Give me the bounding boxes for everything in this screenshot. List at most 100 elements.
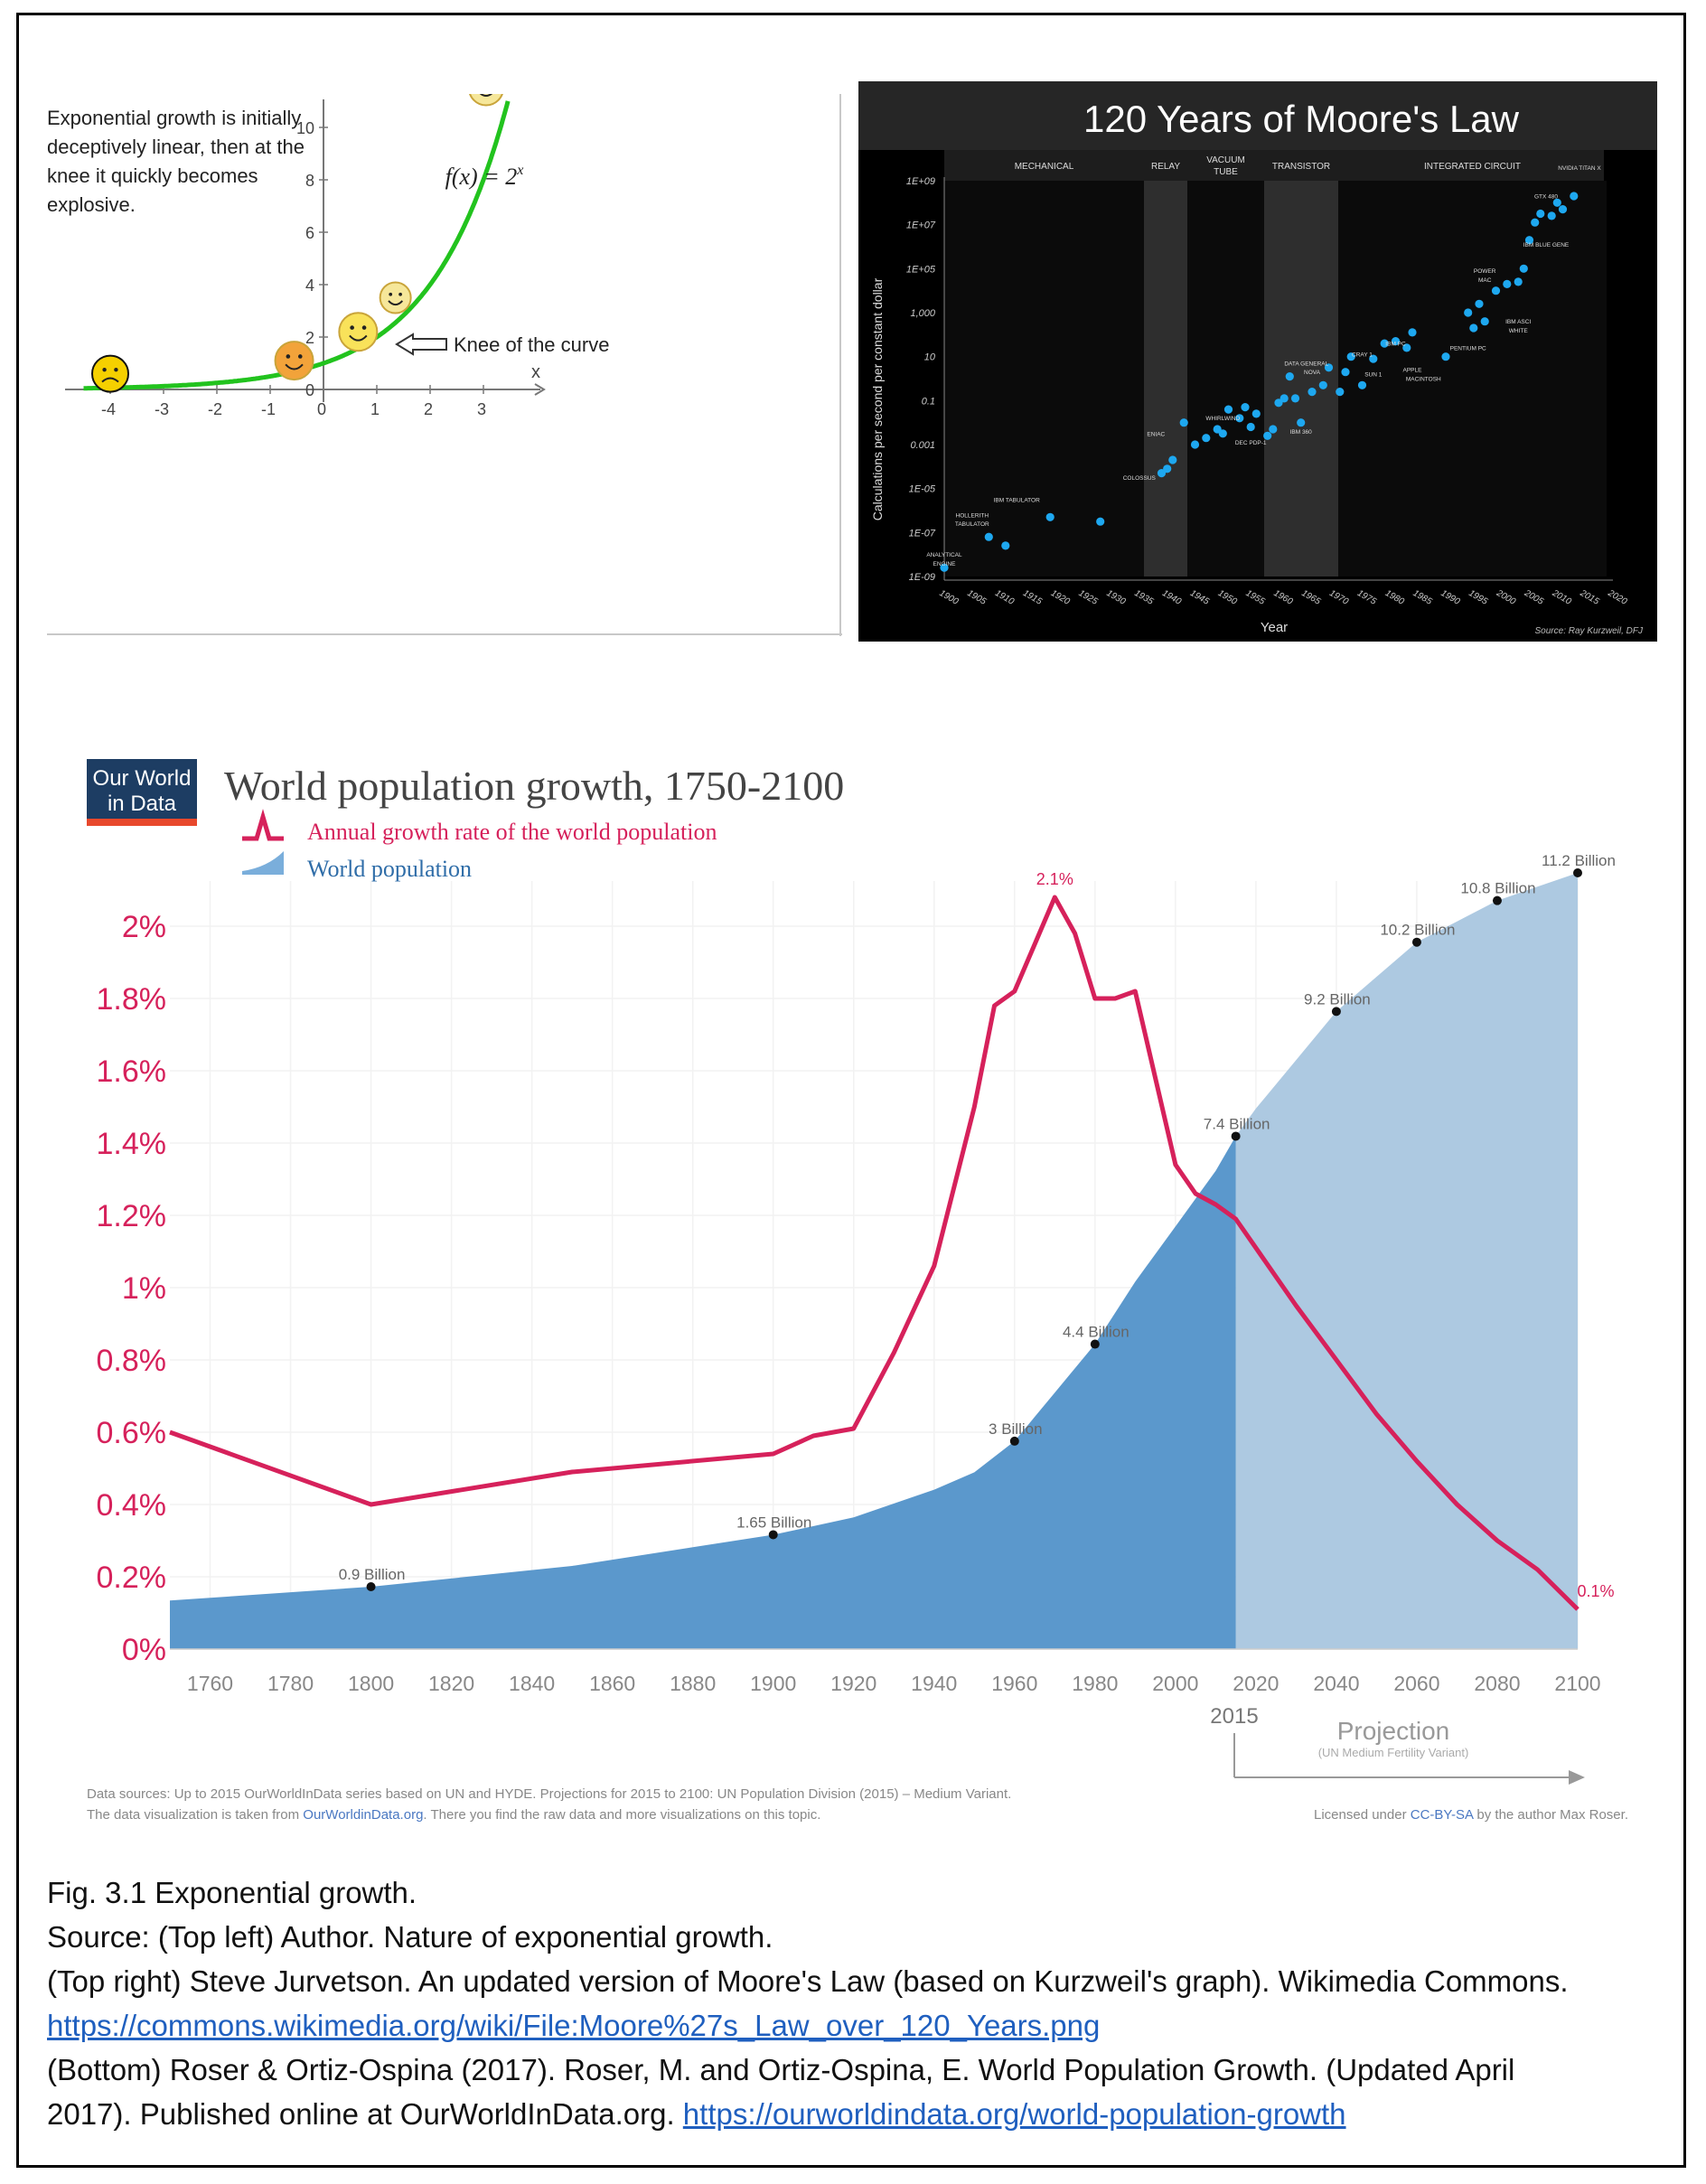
caption-published-line: 2017). Published online at OurWorldInDat… <box>47 2097 1346 2131</box>
legend-population-label: World population <box>307 856 472 882</box>
population-label: 10.8 Billion <box>1460 880 1535 897</box>
pop-y-tick-label: 1.8% <box>97 982 167 1017</box>
moore-data-point <box>1346 352 1355 361</box>
pop-x-tick-label: 1900 <box>750 1672 796 1695</box>
population-label: 7.4 Billion <box>1204 1115 1270 1132</box>
population-point <box>1573 868 1582 877</box>
moore-data-point <box>1558 205 1568 214</box>
emoji-face-icon <box>91 354 129 393</box>
moore-point-label: TABULATOR <box>955 521 989 528</box>
exp-description-line: deceptively linear, then at the <box>47 136 305 158</box>
moore-data-point <box>1519 264 1528 273</box>
pop-x-tick-label: 1920 <box>830 1672 876 1695</box>
population-point <box>366 1581 376 1591</box>
moore-point-label: IBM 360 <box>1290 429 1313 436</box>
knee-label: Knee of the curve <box>454 333 609 356</box>
moore-point-label: HOLLERITH <box>956 512 989 519</box>
moore-data-point <box>1357 380 1367 389</box>
sources-link[interactable]: OurWorldinData.org <box>303 1807 423 1823</box>
moore-y-tick-label: 10 <box>924 352 936 363</box>
moore-data-point <box>1547 211 1556 220</box>
moore-point-label: POWER <box>1474 268 1496 275</box>
population-area <box>170 873 1578 1649</box>
caption-link-owid[interactable]: https://ourworldindata.org/world-populat… <box>682 2097 1346 2131</box>
moore-point-label: NVIDIA TITAN X <box>1558 165 1601 172</box>
pop-x-tick-label: 1880 <box>670 1672 716 1695</box>
moore-point-label: WHITE <box>1509 328 1529 334</box>
moore-point-label: IBM TABULATOR <box>994 497 1040 503</box>
moore-data-point <box>1380 339 1389 348</box>
sources-line1: Data sources: Up to 2015 OurWorldInData … <box>87 1786 1011 1802</box>
moore-data-point <box>1179 418 1188 427</box>
moore-point-label: DEC PDP-1 <box>1235 440 1267 446</box>
exp-axes: x <box>65 99 546 402</box>
emoji-face-icon <box>274 341 314 381</box>
moore-source: Source: Ray Kurzweil, DFJ <box>1535 626 1644 636</box>
moore-era-label: VACUUM <box>1206 155 1245 165</box>
moore-data-point <box>1263 431 1272 440</box>
population-point <box>1411 937 1421 947</box>
moore-data-point <box>1441 352 1450 361</box>
moore-data-point <box>1274 398 1283 408</box>
moore-data-point <box>1157 469 1167 478</box>
moore-y-tick-label: 1E+09 <box>906 176 935 187</box>
moore-era-band <box>1187 181 1264 576</box>
moore-y-tick-label: 1E+07 <box>906 220 936 231</box>
population-label: 1.65 Billion <box>736 1514 811 1531</box>
moore-data-point <box>1001 541 1010 550</box>
sources-line2: The data visualization is taken from Our… <box>87 1807 820 1823</box>
pop-gridlines: 0% 0.2% 0.4% 0.6% 0.8% 1% 1.2% 1.4% 1.6% 1.8% 2% <box>97 881 1579 1667</box>
moore-y-axis-label: Calculations per second per constant dol… <box>870 277 885 520</box>
moore-point-label: COLOSSUS <box>1123 475 1157 482</box>
moore-point-label: IBM ASCI <box>1505 319 1531 325</box>
growth-rate-label: 2.1% <box>1036 870 1073 888</box>
knee-arrow-icon <box>395 333 447 356</box>
population-point <box>1492 895 1502 905</box>
caption-source-top-left: Source: (Top left) Author. Nature of exp… <box>47 1920 773 1954</box>
moore-data-point <box>1391 337 1401 346</box>
moore-point-label: WHIRLWIND <box>1205 416 1240 422</box>
moore-data-point <box>1269 425 1278 434</box>
moore-data-point <box>1475 299 1484 308</box>
exp-description-line: explosive. <box>47 193 136 216</box>
figure-caption: Fig. 3.1 Exponential growth. Source: (To… <box>47 1870 1664 2136</box>
exp-x-tick-label: 3 <box>477 400 486 418</box>
moore-y-tick-label: 1E-05 <box>909 484 936 495</box>
caption-title: Fig. 3.1 Exponential growth. <box>47 1876 417 1909</box>
moore-era-band <box>1338 181 1607 576</box>
license-link[interactable]: CC-BY-SA <box>1411 1807 1474 1823</box>
moore-data-point <box>1202 434 1211 443</box>
moore-era-band <box>1264 181 1338 576</box>
split-year-label: 2015 <box>1210 1704 1258 1729</box>
moore-point-label: ENGINE <box>933 561 957 567</box>
exp-y-tick-label: 10 <box>296 119 314 137</box>
exp-formula: f(x) = 2x <box>445 163 524 190</box>
projection-sublabel: (UN Medium Fertility Variant) <box>1318 1746 1469 1759</box>
emoji-face-icon <box>338 312 379 352</box>
population-label: 9.2 Billion <box>1304 990 1371 1008</box>
caption-link-moore[interactable]: https://commons.wikimedia.org/wiki/File:… <box>47 2009 1101 2042</box>
population-historical-area <box>170 1136 1236 1649</box>
moore-data-point <box>1469 323 1478 333</box>
moore-data-point <box>1524 236 1534 245</box>
moore-data-point <box>1241 403 1250 412</box>
moore-era-label: TRANSISTOR <box>1272 162 1330 172</box>
moore-point-label: ENIAC <box>1147 431 1165 437</box>
exp-x-tick-label: -4 <box>101 400 116 418</box>
moore-data-point <box>1491 286 1501 295</box>
owid-logo-line2: in Data <box>108 792 177 816</box>
exp-y-tick-label: 0 <box>305 381 314 399</box>
legend-growth-swatch <box>242 809 284 841</box>
population-point <box>1231 1131 1241 1141</box>
caption-source-top-right: (Top right) Steve Jurvetson. An updated … <box>47 1964 1569 1998</box>
moore-data-point <box>1096 517 1105 526</box>
pop-x-tick-label: 1940 <box>911 1672 957 1695</box>
exp-x-tick-label: 0 <box>317 400 326 418</box>
exp-description-line: knee it quickly becomes <box>47 164 258 187</box>
pop-x-tick-label: 1760 <box>187 1672 233 1695</box>
moore-point-label: APPLE <box>1403 368 1423 374</box>
moore-title: 120 Years of Moore's Law <box>1083 98 1520 140</box>
moore-point-label: SUN 1 <box>1364 372 1383 379</box>
population-label: 3 Billion <box>989 1420 1043 1438</box>
moore-point-label: IBM BLUE GENE <box>1523 242 1570 248</box>
